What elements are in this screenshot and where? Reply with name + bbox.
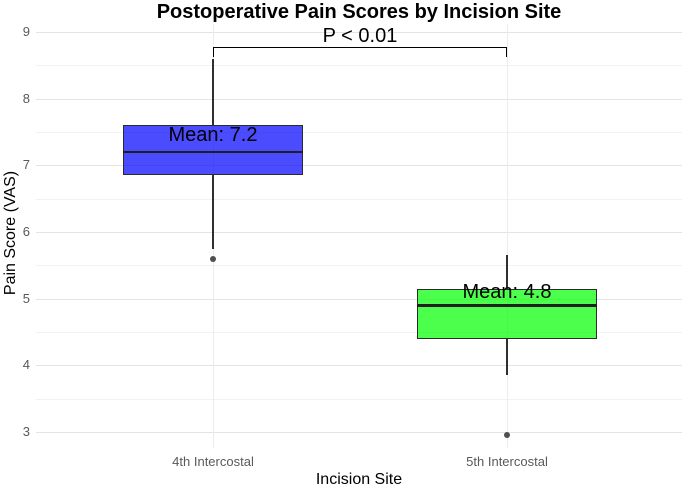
gridline-major (36, 432, 682, 433)
significance-bracket (213, 46, 507, 58)
outlier-point (210, 255, 216, 262)
gridline-major (36, 365, 682, 367)
lower-whisker (506, 338, 508, 376)
y-axis-title: Pain Score (VAS) (2, 170, 19, 296)
gridline-major (36, 298, 682, 300)
box-4th-intercostal (123, 125, 303, 176)
median-line (123, 150, 303, 154)
upper-whisker (212, 58, 214, 126)
gridline-minor (36, 332, 682, 333)
gridline-major (36, 32, 682, 33)
gridline-minor (36, 265, 682, 267)
mean-label: Mean: 7.2 (168, 124, 258, 147)
upper-whisker (506, 255, 508, 289)
y-tick-label: 4 (22, 357, 30, 373)
gridline-minor (36, 65, 682, 67)
y-tick-label: 6 (22, 224, 30, 239)
chart-title: Postoperative Pain Scores by Incision Si… (156, 1, 562, 23)
gridline-minor (36, 398, 682, 400)
y-tick-label: 9 (22, 24, 30, 39)
box-5th-intercostal (417, 288, 597, 339)
p-value-label: P < 0.01 (322, 24, 398, 47)
gridline-major (36, 232, 682, 233)
x-tick-label-4th-intercostal: 4th Intercostal (172, 454, 254, 469)
x-axis-title: Incision Site (315, 471, 403, 488)
mean-label: Mean: 4.8 (462, 281, 552, 303)
gridline-major (36, 98, 682, 100)
gridline-major (36, 165, 682, 167)
gridline-minor (36, 198, 682, 200)
gridline-minor (36, 132, 682, 133)
y-tick-label: 5 (22, 290, 30, 306)
median-line (417, 304, 597, 307)
y-tick-label: 3 (22, 424, 30, 439)
lower-whisker (212, 175, 214, 249)
y-tick-label: 7 (22, 157, 30, 173)
category-gridline (506, 24, 508, 448)
outlier-point (504, 432, 510, 439)
x-tick-label-5th-intercostal: 5th Intercostal (466, 454, 548, 469)
y-tick-label: 8 (22, 90, 30, 106)
